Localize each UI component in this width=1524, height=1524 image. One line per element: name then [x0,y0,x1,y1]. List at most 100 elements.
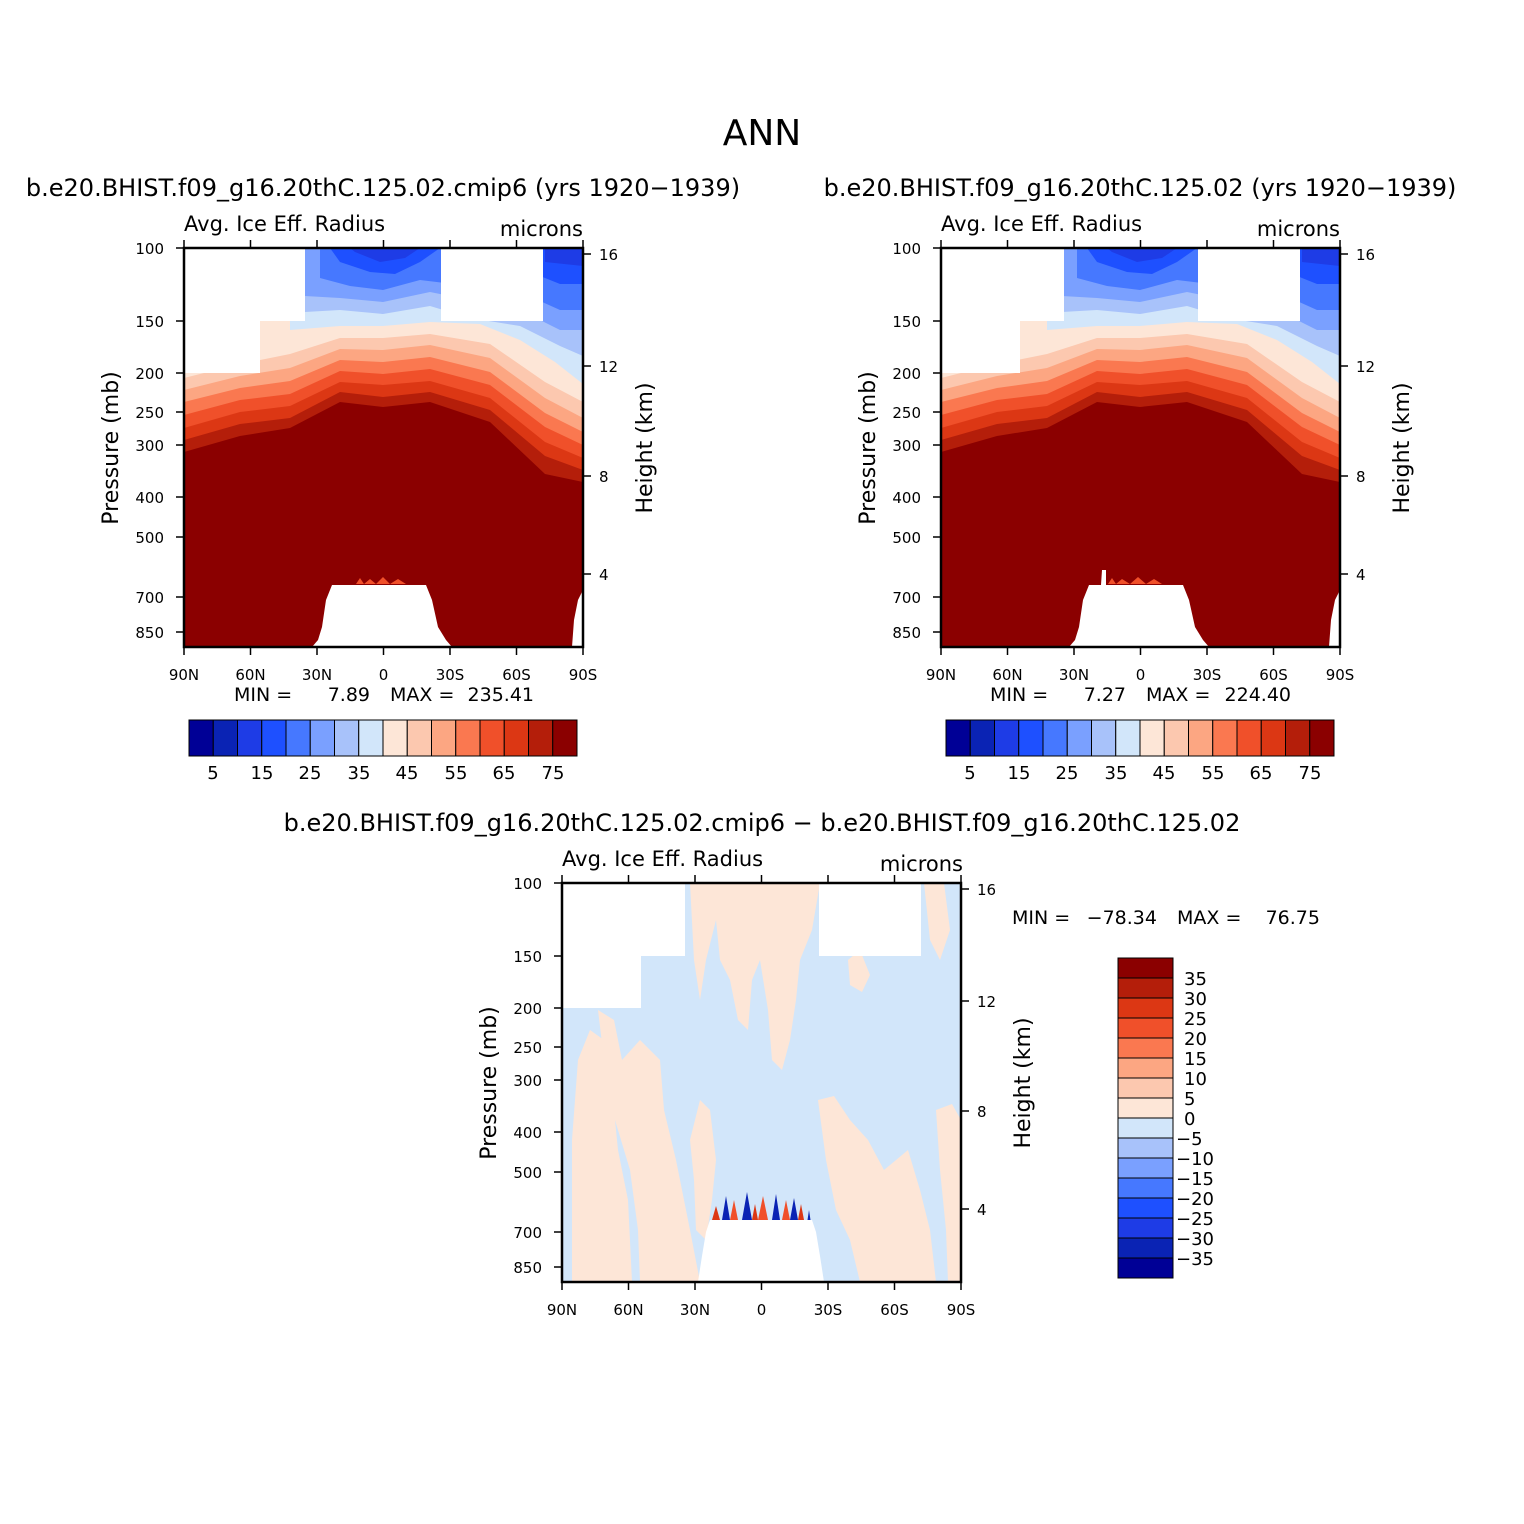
y-tick-label: 200 [135,365,164,383]
colorbar-swatch [1117,1237,1174,1259]
colorbar-label: 55 [1202,763,1225,784]
x-tick-label: 90S [947,1301,976,1319]
contour-band-0-5 [598,1010,700,1282]
x-tick-label: 90N [169,666,199,684]
colorbar-label: 20 [1184,1029,1207,1050]
y-tick-marks [176,247,591,633]
contour-spikes-tropics [1108,577,1162,584]
panel-title: b.e20.BHIST.f09_g16.20thC.125.02.cmip6 −… [284,809,1241,837]
contour-band-0-5 [936,1104,961,1282]
x-tick-label: 30N [680,1301,710,1319]
max-value: 76.75 [1266,907,1320,929]
min-label: MIN = [1012,907,1070,929]
colorbar-swatch [1117,1137,1174,1159]
height-tick-label: 12 [1356,358,1375,376]
y-tick-label: 300 [892,437,921,455]
contour-band-0-5 [818,1096,936,1282]
x-tick-label: 30S [436,666,465,684]
contour-band-0-5 [572,1030,632,1282]
colorbar-swatch [1212,719,1238,757]
x-tick-label: 90S [569,666,598,684]
colorbar-label: −20 [1176,1189,1214,1210]
min-value: 7.27 [1084,684,1126,706]
colorbar-swatch [479,719,505,757]
contour-band-0-5 [924,883,950,960]
height-tick-label: 8 [599,468,609,486]
colorbar-label: 15 [251,763,274,784]
colorbar-swatch [212,719,238,757]
y-tick-label: 500 [892,529,921,547]
colorbar-swatch [455,719,481,757]
colorbar-swatch [261,719,287,757]
colorbar-swatch [1117,1017,1174,1039]
colorbar-swatch [1117,1117,1174,1139]
colorbar-swatch [431,719,457,757]
colorbar-swatch [1236,719,1262,757]
colorbar-label: 5 [207,763,218,784]
colorbar-label: 5 [1184,1089,1195,1110]
colorbar-label: −15 [1176,1169,1214,1190]
colorbar-swatch [552,719,578,757]
max-value: 224.40 [1225,684,1291,706]
panel-subtitle-left: Avg. Ice Eff. Radius [184,212,385,236]
x-tick-label: 30N [1059,666,1089,684]
x-tick-label: 90N [926,666,956,684]
colorbar-label: 75 [542,763,565,784]
contour-band-0-5 [848,950,870,992]
y-tick-marks [554,882,969,1268]
colorbar-label: 25 [1056,763,1079,784]
colorbar-label: 15 [1008,763,1031,784]
y-axis-label: Pressure (mb) [856,371,881,525]
colorbar-label: −35 [1176,1249,1214,1270]
colorbar-swatch [1115,719,1141,757]
y-tick-label: 200 [513,1000,542,1018]
colorbar-swatch [1309,719,1335,757]
contour-band-0-5 [690,883,820,1070]
panel-units: microns [880,852,963,876]
colorbar-swatch [1117,1257,1174,1279]
colorbar-label: 35 [348,763,371,784]
y-tick-label: 850 [892,624,921,642]
max-label: MAX = [1177,907,1241,929]
y-tick-label: 400 [892,489,921,507]
colorbar-swatch [309,719,335,757]
colorbar-swatch [1117,1177,1174,1199]
panel-units: microns [500,217,583,241]
colorbar-swatch [1117,1057,1174,1079]
panel-title: b.e20.BHIST.f09_g16.20thC.125.02.cmip6 (… [26,174,740,202]
colorbar-swatch [334,719,360,757]
y-tick-label: 150 [892,313,921,331]
y-tick-label: 250 [513,1039,542,1057]
height-tick-label: 12 [977,993,996,1011]
colorbar-label: −5 [1176,1129,1203,1150]
y-right-axis-label: Height (km) [1011,1017,1036,1148]
colorbar-label: −30 [1176,1229,1214,1250]
colorbar-label: 10 [1184,1069,1207,1090]
y-tick-label: 100 [892,240,921,258]
colorbar-swatch [969,719,995,757]
y-tick-label: 400 [513,1124,542,1142]
panel-subtitle-left: Avg. Ice Eff. Radius [941,212,1142,236]
missing-region-upper [184,248,543,373]
y-right-tick-labels: 16 12 8 4 [977,881,996,1219]
y-tick-label: 400 [135,489,164,507]
colorbar-label: −10 [1176,1149,1214,1170]
colorbar-swatch [1117,1097,1174,1119]
missing-region-surface [1069,570,1340,647]
contour-band-10 [1107,248,1340,266]
y-tick-label: 500 [513,1164,542,1182]
missing-region-surface [698,1220,824,1282]
colorbar-swatch [358,719,384,757]
panel-units: microns [1257,217,1340,241]
colorbar-labels: 5 15 25 35 45 55 65 75 [964,763,1321,784]
colorbar-swatch [1091,719,1117,757]
panel-subtitle-left: Avg. Ice Eff. Radius [562,847,763,871]
panel-diff: b.e20.BHIST.f09_g16.20thC.125.02.cmip6 −… [284,809,1320,1319]
figure-title: ANN [723,113,802,154]
panel-obs: b.e20.BHIST.f09_g16.20thC.125.02 (yrs 19… [824,174,1457,784]
y-tick-label: 150 [135,313,164,331]
x-tick-label: 90S [1326,666,1355,684]
colorbar-label: 45 [396,763,419,784]
missing-region-surface [312,585,583,647]
colorbar-swatch [188,719,214,757]
